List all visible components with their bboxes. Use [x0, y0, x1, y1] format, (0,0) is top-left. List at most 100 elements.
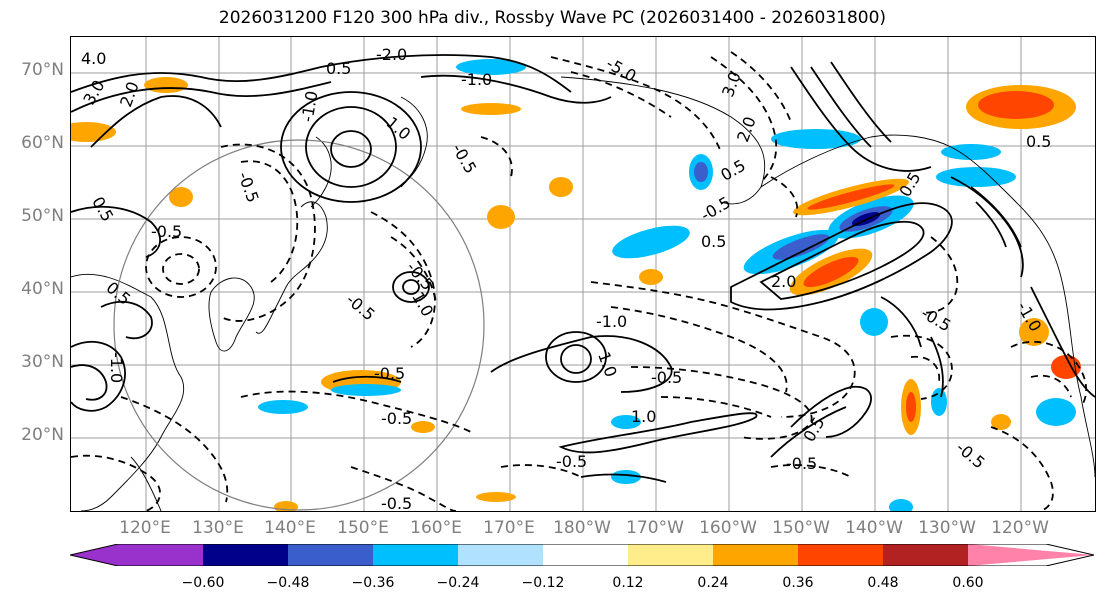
positive-region	[1019, 318, 1049, 346]
colorbar-tick: 0.12	[612, 575, 644, 591]
colorbar-tick: −0.48	[266, 575, 310, 591]
graticule	[71, 37, 1095, 511]
negative-region	[456, 59, 526, 75]
positive-region	[71, 122, 116, 142]
contour-label: -0.5	[381, 409, 412, 428]
colorbar-tick: −0.12	[521, 575, 565, 591]
positive-region	[144, 77, 188, 93]
lon-label-130w: 130°W	[918, 518, 976, 538]
negative-region	[889, 499, 913, 511]
contour-label: -0.5	[651, 368, 682, 387]
negative-region	[941, 144, 1001, 160]
colorbar-tick: −0.36	[351, 575, 395, 591]
contour-label: 2.0	[771, 272, 796, 291]
positive-region	[169, 187, 193, 207]
negative-region	[258, 400, 308, 414]
lat-label-70n: 70°N	[21, 60, 64, 80]
colorbar-tick: 0.24	[697, 575, 729, 591]
lon-label-140e: 140°E	[264, 518, 316, 538]
lon-label-140w: 140°W	[845, 518, 903, 538]
colorbar-segment	[713, 544, 798, 566]
contour-label: -0.5	[918, 303, 955, 335]
contour-label: -0.5	[234, 169, 263, 205]
positive-region	[476, 492, 516, 502]
colorbar-tick: 0.36	[782, 575, 814, 591]
map-panel: 4.0 3.0 2.0 0.5 -2.0 -1.0 -5.0 3.0 2.0 -…	[70, 36, 1096, 512]
contour-label: 0.5	[326, 59, 351, 78]
shaded-regions	[71, 59, 1081, 511]
contour-label: -0.5	[697, 193, 734, 225]
colorbar-segment	[288, 544, 373, 566]
colorbar-segment	[118, 544, 203, 566]
contour-label: -0.5	[151, 222, 182, 241]
negative-region	[772, 234, 830, 260]
colorbar-segment	[203, 544, 288, 566]
contour-label: -0.5	[403, 258, 438, 294]
contour-label: 0.5	[1026, 132, 1051, 151]
contour-label: 1.0	[631, 407, 656, 426]
lon-label-120w: 120°W	[991, 518, 1049, 538]
map-title: 2026031200 F120 300 hPa div., Rossby Wav…	[218, 8, 887, 28]
negative-region	[860, 308, 888, 336]
positive-region	[1051, 355, 1081, 379]
contour-label: -0.5	[381, 494, 412, 511]
lon-label-160w: 160°W	[699, 518, 757, 538]
coastlines	[71, 76, 1095, 511]
lon-label-130e: 130°E	[192, 518, 244, 538]
colorbar-extend-left	[70, 544, 118, 566]
colorbar-segment	[798, 544, 883, 566]
contour-label: -0.5	[786, 454, 817, 473]
contour-label: -1.0	[596, 312, 627, 331]
contour-label: -2.0	[376, 45, 407, 64]
lon-label-160e: 160°E	[410, 518, 462, 538]
contour-label: -1.0	[107, 352, 126, 383]
positive-region	[411, 421, 435, 433]
negative-region	[1036, 398, 1076, 426]
contour-label: 0.5	[895, 169, 924, 201]
negative-region	[771, 129, 861, 149]
lon-label-180w: 180°W	[553, 518, 611, 538]
lon-label-120e: 120°E	[119, 518, 171, 538]
lat-label-20n: 20°N	[21, 425, 64, 445]
contour-label: 0.5	[88, 193, 117, 225]
colorbar-tick: −0.24	[436, 575, 480, 591]
positive-region	[978, 91, 1054, 119]
lon-label-150e: 150°E	[337, 518, 389, 538]
map-canvas: 4.0 3.0 2.0 0.5 -2.0 -1.0 -5.0 3.0 2.0 -…	[71, 37, 1095, 511]
lat-label-60n: 60°N	[21, 133, 64, 153]
negative-region	[611, 470, 641, 484]
positive-region	[807, 184, 895, 210]
lat-label-50n: 50°N	[21, 206, 64, 226]
lon-label-150w: 150°W	[772, 518, 830, 538]
colorbar-segment	[883, 544, 968, 566]
range-circle	[113, 139, 485, 511]
colorbar-segment	[373, 544, 458, 566]
colorbar	[70, 544, 1094, 566]
negative-region	[331, 384, 401, 396]
negative-region	[936, 167, 1016, 187]
colorbar-segment	[458, 544, 543, 566]
positive-region	[549, 177, 573, 197]
lon-label-170w: 170°W	[626, 518, 684, 538]
lat-label-40n: 40°N	[21, 279, 64, 299]
colorbar-extend-right	[968, 544, 1094, 566]
colorbar-tick: 0.60	[952, 575, 984, 591]
positive-region	[487, 205, 515, 229]
contour-label: 4.0	[81, 49, 106, 68]
solid-contours	[71, 54, 1095, 483]
contour-label: -0.5	[343, 290, 379, 325]
colorbar-segment	[543, 544, 628, 566]
colorbar-segment	[628, 544, 713, 566]
contour-label: 3.0	[718, 69, 745, 99]
negative-region	[694, 162, 708, 182]
positive-region	[803, 256, 859, 288]
contour-label: -0.5	[374, 364, 405, 383]
positive-region	[991, 414, 1011, 430]
negative-region	[612, 225, 690, 259]
positive-region	[906, 392, 916, 422]
positive-region	[461, 103, 521, 115]
negative-region	[611, 415, 641, 429]
contour-label: -1.0	[297, 89, 321, 123]
contour-label: -1.0	[461, 70, 492, 89]
lat-label-30n: 30°N	[21, 352, 64, 372]
